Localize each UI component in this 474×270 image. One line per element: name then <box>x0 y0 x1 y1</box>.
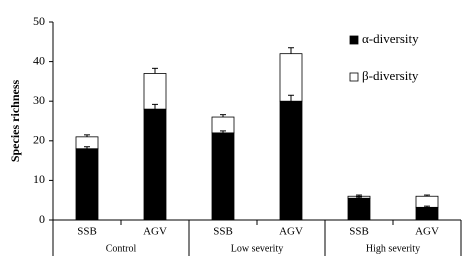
x-tick-label: SSB <box>213 226 233 238</box>
y-tick-label: 30 <box>33 93 45 107</box>
bar-segment <box>211 132 235 221</box>
bar-segment <box>75 148 99 221</box>
y-axis-label: Species richness <box>8 80 22 163</box>
legend-swatch <box>349 35 359 45</box>
bar-segment <box>279 53 303 102</box>
error-bar <box>84 134 90 137</box>
y-tick-label: 20 <box>33 133 45 147</box>
error-bar <box>424 194 430 197</box>
error-bar <box>288 94 294 102</box>
error-bar <box>288 47 294 54</box>
error-bar <box>356 196 362 199</box>
y-tick-label: 50 <box>33 14 45 28</box>
error-bar <box>84 146 90 149</box>
error-bar <box>220 114 226 118</box>
error-bar <box>356 194 362 197</box>
y-tick-label: 0 <box>39 212 45 226</box>
x-tick-label: SSB <box>77 226 97 238</box>
x-tick-label: AGV <box>279 226 303 238</box>
error-bar <box>424 205 430 208</box>
bar-segment <box>279 100 303 221</box>
error-bar <box>152 103 158 110</box>
x-tick-label: AGV <box>415 226 439 238</box>
group-label: High severity <box>366 243 420 254</box>
y-tick-label: 40 <box>33 53 45 67</box>
y-tick-label: 10 <box>33 172 45 186</box>
bar-segment <box>143 73 167 110</box>
x-tick-label: AGV <box>143 226 167 238</box>
bar-segment <box>415 206 439 221</box>
error-bar <box>152 67 158 74</box>
x-tick-label: SSB <box>349 226 369 238</box>
legend-label: β-diversity <box>362 68 419 83</box>
bar-segment <box>347 197 371 221</box>
legend-label: α-diversity <box>362 31 419 46</box>
group-label: Control <box>106 243 137 254</box>
bar-segment <box>143 108 167 221</box>
group-label: Low severity <box>231 243 284 254</box>
legend-swatch <box>349 72 359 82</box>
error-bar <box>220 130 226 133</box>
